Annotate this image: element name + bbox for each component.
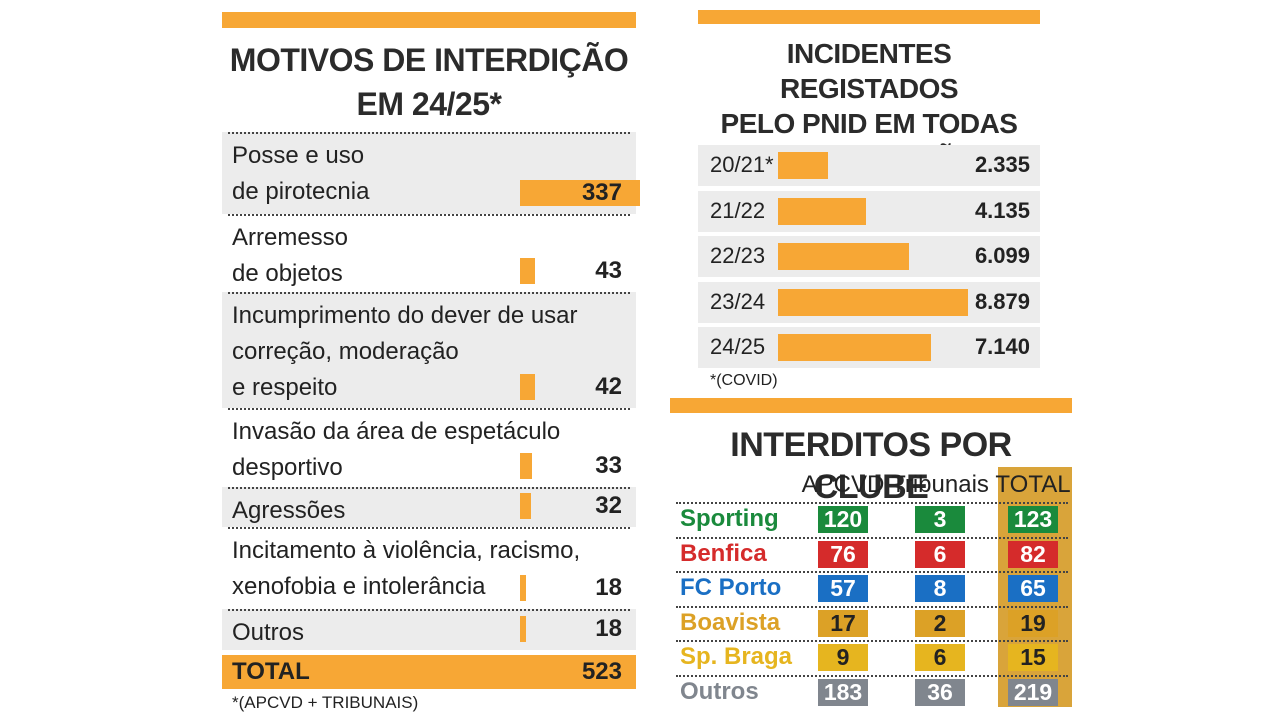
row-divider xyxy=(228,132,630,134)
club-name: Benfica xyxy=(680,539,767,567)
value-label: 32 xyxy=(595,492,622,519)
row-divider xyxy=(676,502,1068,504)
row-bg xyxy=(222,292,636,408)
value-cell: 6 xyxy=(915,644,965,671)
value-label: 33 xyxy=(595,452,622,479)
total-row xyxy=(222,655,636,689)
row-bg xyxy=(222,408,636,487)
value-cell: 9 xyxy=(818,644,868,671)
value-cell: 183 xyxy=(818,678,868,706)
bar xyxy=(778,243,909,270)
category-label: 22/23 xyxy=(710,243,766,268)
value-label: 7.140 xyxy=(974,334,1030,359)
category-label: 21/22 xyxy=(710,197,766,223)
bar xyxy=(520,258,536,284)
category-label: Agressões xyxy=(232,497,346,524)
row-divider xyxy=(228,214,630,216)
row-bg xyxy=(698,145,1040,186)
total-value: 523 xyxy=(581,658,622,685)
value-cell: 19 xyxy=(1008,609,1058,637)
row-divider xyxy=(228,609,630,611)
total-label: TOTAL xyxy=(232,658,310,685)
row-divider xyxy=(676,674,1068,677)
value-cell: 219 xyxy=(1008,678,1058,706)
row-divider xyxy=(676,571,1068,573)
bar xyxy=(520,493,532,519)
value-label: 8.879 xyxy=(974,288,1030,314)
category-label: Invasão da área de espetáculo desportivo xyxy=(232,418,561,481)
value-label: 42 xyxy=(595,373,622,400)
value-cell: 3 xyxy=(915,506,965,533)
bar xyxy=(778,288,968,316)
category-label: 24/25 xyxy=(710,334,766,359)
value-label: 18 xyxy=(595,574,622,601)
column-header: Tribunais xyxy=(891,471,989,498)
value-cell: 8 xyxy=(915,575,965,602)
category-label: 20/21* xyxy=(710,152,774,177)
value-cell: 6 xyxy=(915,540,965,568)
row-divider xyxy=(676,605,1068,608)
footnote: *(APCVD + TRIBUNAIS) xyxy=(232,693,419,712)
header-bar xyxy=(222,12,636,28)
value-cell: 82 xyxy=(1008,540,1058,568)
value-cell: 17 xyxy=(818,609,868,637)
value-cell: 36 xyxy=(915,678,965,706)
value-cell: 2 xyxy=(915,609,965,637)
row-bg xyxy=(222,527,636,609)
category-label: Incitamento à violência, racismo, xenofo… xyxy=(232,537,581,600)
bar xyxy=(520,180,640,206)
column-header: TOTAL xyxy=(995,471,1071,498)
value-label: 18 xyxy=(595,615,622,642)
category-label: Arremesso de objetos xyxy=(232,224,349,287)
row-divider xyxy=(228,292,630,294)
row-bg xyxy=(222,214,636,292)
value-cell: 120 xyxy=(818,506,868,533)
bar xyxy=(778,152,828,179)
row-divider xyxy=(676,640,1068,642)
value-label: 43 xyxy=(595,257,622,284)
value-cell: 123 xyxy=(1008,506,1058,533)
row-bg xyxy=(698,190,1040,232)
category-label: Outros xyxy=(232,619,305,646)
club-name: Outros xyxy=(680,677,759,705)
value-label: 4.135 xyxy=(974,197,1030,223)
row-divider xyxy=(676,536,1068,539)
club-name: Sporting xyxy=(680,505,779,532)
row-divider xyxy=(228,487,630,489)
row-divider xyxy=(228,408,630,410)
bar xyxy=(520,616,527,642)
bar xyxy=(520,453,532,479)
category-label: Posse e uso de pirotecnia xyxy=(232,142,370,205)
value-cell: 57 xyxy=(818,575,868,602)
bar xyxy=(520,575,527,601)
value-cell: 15 xyxy=(1008,644,1058,671)
bar xyxy=(520,374,535,400)
bar xyxy=(778,197,867,225)
value-cell: 65 xyxy=(1008,575,1058,602)
header-bar xyxy=(670,398,1072,413)
table-title: INTERDITOS POR CLUBE xyxy=(730,426,1012,506)
footnote: *(COVID) xyxy=(710,372,778,389)
club-name: Boavista xyxy=(680,608,781,636)
club-name: FC Porto xyxy=(680,574,782,601)
bar xyxy=(778,334,931,361)
row-bg xyxy=(222,487,636,527)
row-bg xyxy=(222,609,636,650)
row-divider xyxy=(228,527,630,529)
club-name: Sp. Braga xyxy=(680,643,793,670)
chart-title: MOTIVOS DE INTERDIÇÃO EM 24/25* xyxy=(229,42,629,122)
header-bar xyxy=(698,10,1040,24)
value-label: 6.099 xyxy=(974,243,1030,268)
value-cell: 76 xyxy=(818,540,868,568)
category-label: Incumprimento do dever de usar correção,… xyxy=(232,302,578,401)
category-label: 23/24 xyxy=(710,288,766,314)
value-label: 2.335 xyxy=(974,152,1030,177)
column-header: APCVD xyxy=(801,471,885,498)
value-label: 337 xyxy=(581,179,622,206)
